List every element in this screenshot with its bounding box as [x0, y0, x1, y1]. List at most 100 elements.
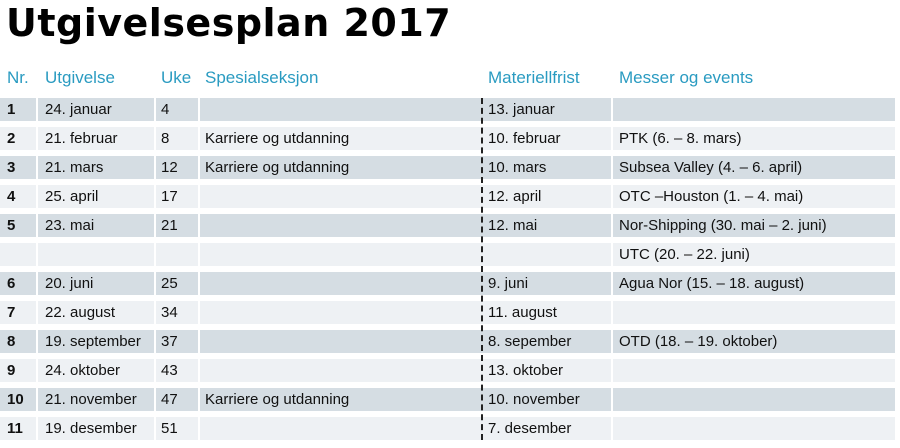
- row-background: [0, 417, 895, 440]
- row-background: [0, 359, 895, 382]
- cell-separator: [36, 301, 38, 324]
- cell-uke: 34: [161, 304, 178, 321]
- cell-utgivelse: 19. september: [45, 333, 141, 350]
- cell-uke: 8: [161, 130, 170, 147]
- cell-uke: 47: [161, 391, 178, 408]
- cell-nr: 5: [7, 217, 16, 234]
- cell-utgivelse: 25. april: [45, 188, 99, 205]
- cell-uke: 17: [161, 188, 178, 205]
- row-background: [0, 301, 895, 324]
- schedule-table: Nr. Utgivelse Uke Spesialseksjon Materie…: [0, 64, 900, 446]
- table-row: 4 25. april 17 12. april OTC –Houston (1. – …: [0, 185, 900, 208]
- cell-messer-og-events: OTD (18. – 19. oktober): [619, 333, 778, 350]
- cell-materiellfrist: 9. juni: [488, 275, 529, 292]
- cell-materiellfrist: 10. februar: [488, 130, 561, 147]
- table-row: 2 21. februar 8 Karriere og utdanning 10. fe…: [0, 127, 900, 150]
- cell-utgivelse: 22. august: [45, 304, 116, 321]
- cell-separator: [198, 417, 200, 440]
- cell-separator: [198, 359, 200, 382]
- cell-separator: [611, 185, 613, 208]
- table-header: Nr. Utgivelse Uke Spesialseksjon Materie…: [0, 64, 900, 98]
- cell-separator: [611, 359, 613, 382]
- cell-separator: [198, 272, 200, 295]
- cell-utgivelse: 19. desember: [45, 420, 137, 437]
- table-row: 10 21. november 47 Karriere og utdanning 10.…: [0, 388, 900, 411]
- row-background: [0, 272, 895, 295]
- cell-separator: [36, 359, 38, 382]
- cell-messer-og-events: OTC –Houston (1. – 4. mai): [619, 188, 804, 205]
- cell-uke: 25: [161, 275, 178, 292]
- header-messer-og-events: Messer og events: [619, 68, 754, 87]
- cell-separator: [611, 243, 613, 266]
- cell-separator: [154, 185, 156, 208]
- cell-separator: [36, 272, 38, 295]
- cell-separator: [154, 214, 156, 237]
- cell-separator: [154, 388, 156, 411]
- cell-uke: 4: [161, 101, 170, 118]
- table-row: 3 21. mars 12 Karriere og utdanning 10. mars…: [0, 156, 900, 179]
- cell-separator: [36, 330, 38, 353]
- row-background: [0, 388, 895, 411]
- cell-materiellfrist: 12. mai: [488, 217, 538, 234]
- header-utgivelse: Utgivelse: [45, 68, 115, 87]
- cell-separator: [154, 272, 156, 295]
- header-uke: Uke: [161, 68, 192, 87]
- cell-separator: [198, 388, 200, 411]
- cell-separator: [198, 127, 200, 150]
- cell-separator: [154, 359, 156, 382]
- column-divider: [481, 98, 483, 440]
- cell-nr: 2: [7, 130, 16, 147]
- row-background: [0, 243, 895, 266]
- cell-separator: [36, 214, 38, 237]
- table-body: 1 24. januar 4 13. januar 2 21. februar 8 Karri…: [0, 98, 900, 440]
- cell-utgivelse: 21. november: [45, 391, 137, 408]
- cell-spesialseksjon: Karriere og utdanning: [205, 391, 350, 408]
- cell-utgivelse: 24. januar: [45, 101, 112, 118]
- cell-spesialseksjon: Karriere og utdanning: [205, 159, 350, 176]
- cell-separator: [611, 98, 613, 121]
- cell-separator: [198, 156, 200, 179]
- header-materiellfrist: Materiellfrist: [488, 68, 580, 87]
- cell-uke: 12: [161, 159, 178, 176]
- cell-separator: [36, 185, 38, 208]
- cell-separator: [198, 185, 200, 208]
- header-nr: Nr.: [7, 68, 29, 87]
- cell-separator: [198, 243, 200, 266]
- cell-separator: [611, 272, 613, 295]
- row-background: [0, 98, 895, 121]
- table-row: 8 19. september 37 8. sepember OTD (18. – 19…: [0, 330, 900, 353]
- cell-materiellfrist: 12. april: [488, 188, 542, 205]
- cell-materiellfrist: 13. oktober: [488, 362, 564, 379]
- cell-materiellfrist: 7. desember: [488, 420, 572, 437]
- cell-separator: [611, 301, 613, 324]
- cell-utgivelse: 23. mai: [45, 217, 95, 234]
- table-row: UTC (20. – 22. juni): [0, 243, 900, 266]
- table-row: 11 19. desember 51 7. desember: [0, 417, 900, 440]
- row-background: [0, 185, 895, 208]
- cell-nr: 3: [7, 159, 16, 176]
- cell-separator: [198, 301, 200, 324]
- cell-separator: [611, 214, 613, 237]
- cell-uke: 37: [161, 333, 178, 350]
- cell-nr: 8: [7, 333, 16, 350]
- cell-materiellfrist: 10. mars: [488, 159, 547, 176]
- cell-nr: 4: [7, 188, 16, 205]
- cell-uke: 21: [161, 217, 178, 234]
- table-row: 7 22. august 34 11. august: [0, 301, 900, 324]
- cell-nr: 1: [7, 101, 16, 118]
- header-spesialseksjon: Spesialseksjon: [205, 68, 319, 87]
- cell-messer-og-events: UTC (20. – 22. juni): [619, 246, 750, 263]
- table-row: 5 23. mai 21 12. mai Nor-Shipping (30. mai –…: [0, 214, 900, 237]
- cell-nr: 11: [7, 420, 23, 437]
- cell-separator: [154, 330, 156, 353]
- cell-separator: [611, 127, 613, 150]
- table-row: 6 20. juni 25 9. juni Agua Nor (15. – 18. au…: [0, 272, 900, 295]
- cell-separator: [154, 417, 156, 440]
- cell-separator: [198, 98, 200, 121]
- cell-separator: [36, 98, 38, 121]
- cell-materiellfrist: 10. november: [488, 391, 580, 408]
- cell-separator: [198, 330, 200, 353]
- cell-uke: 51: [161, 420, 178, 437]
- cell-messer-og-events: PTK (6. – 8. mars): [619, 130, 742, 147]
- cell-nr: 6: [7, 275, 16, 292]
